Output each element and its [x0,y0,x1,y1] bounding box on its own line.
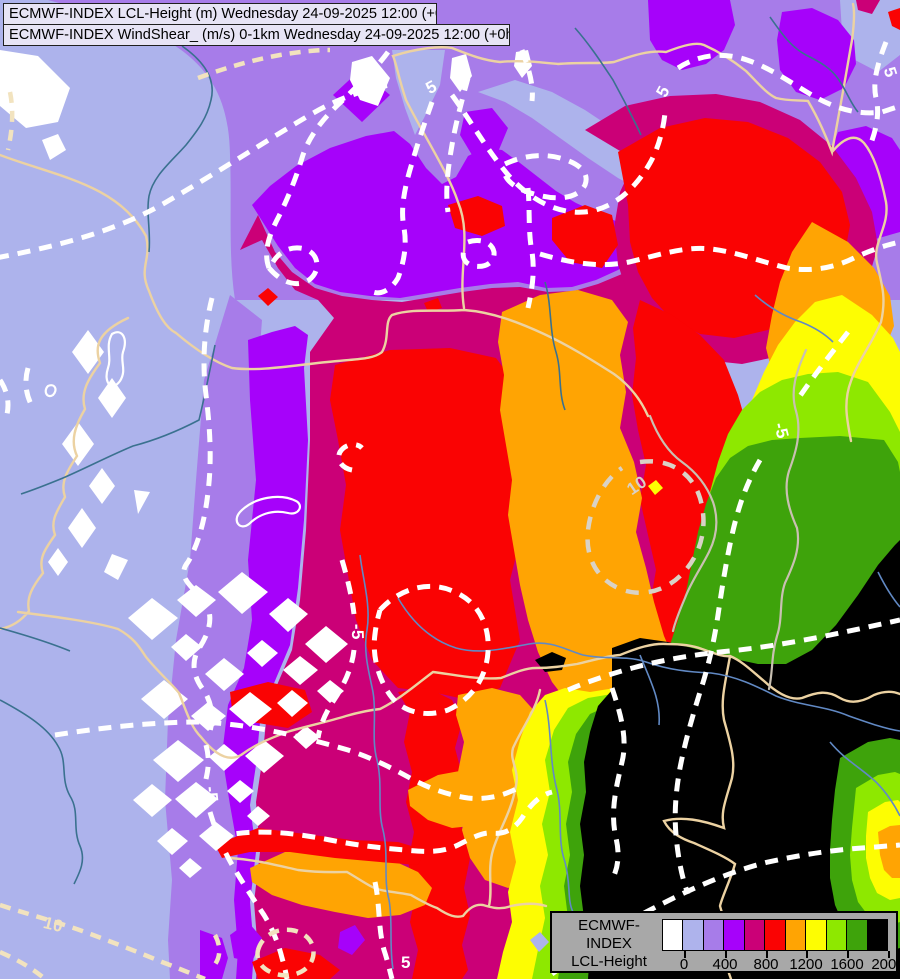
legend-swatch-10 [867,920,887,950]
legend-tick-label-3: 1200 [789,956,823,973]
windshear-contours-cream [0,47,331,979]
legend-swatch-1 [683,920,704,950]
legend-tick-5 [888,951,890,958]
legend-swatch-8 [826,920,848,950]
island-magenta [856,0,880,14]
white-patches [0,50,532,878]
windshear-contours-white [0,41,900,979]
legend-swatch-4 [744,920,766,950]
legend-colorbar [662,919,888,951]
legend-swatch-0 [663,920,684,950]
lake-outlines [44,331,301,528]
region-orange-south-band [250,688,546,918]
legend-swatch-6 [785,920,807,950]
legend-swatch-7 [806,920,827,950]
legend-parameter: LCL-Height [571,953,647,970]
contour-label--5-3: -5 [348,623,368,640]
country-borders-gray [648,348,808,691]
legend-tick-label-0: 0 [679,956,689,973]
legend-tick-label-2: 800 [753,956,779,973]
legend-tick-2 [766,951,768,958]
legend-tick-0 [684,951,686,958]
contour-label-5-6: 5 [401,953,411,972]
legend-swatch-3 [724,920,745,950]
region-orange-center [498,290,704,752]
legend-swatch-9 [847,920,868,950]
region-violet-ne-blob [648,0,735,70]
legend-tick-label-5: 2000 [871,956,900,973]
map-title-line1: ECMWF-INDEX LCL-Height (m) Wednesday 24-… [9,6,437,22]
map-title-line1-box: ECMWF-INDEX LCL-Height (m) Wednesday 24-… [3,3,437,25]
region-black-alps [580,540,900,979]
contour-label-10-8: 10 [41,913,65,936]
rivers-teal [0,16,859,885]
legend-title: ECMWF-INDEX LCL-Height m [556,917,662,979]
rivers-steel [359,294,900,970]
legend-product-name: ECMWF-INDEX [578,917,640,952]
legend-tick-1 [725,951,727,958]
contour-label--5-4: -5 [201,785,222,803]
legend-tick-label-1: 400 [712,956,738,973]
legend-units: m [556,971,662,979]
legend-tick-4 [847,951,849,958]
map-title-line2-box: ECMWF-INDEX WindShear_ (m/s) 0-1km Wedne… [3,24,510,46]
windshear-contour-10-ellipse [585,459,706,595]
legend-swatch-2 [703,920,725,950]
map-title-line2: ECMWF-INDEX WindShear_ (m/s) 0-1km Wedne… [9,27,510,43]
legend-panel: ECMWF-INDEX LCL-Height m 0 400 800 1200 1600… [550,911,900,979]
region-lavender-top-wedge [392,50,445,135]
legend-tick-label-4: 1600 [830,956,864,973]
region-orange-bullseye [878,825,900,878]
island-lavender [530,932,549,952]
island-yellow [648,480,663,495]
legend-swatch-5 [765,920,786,950]
legend-tick-3 [806,951,808,958]
contour-label--5-5: -5 [770,421,792,441]
